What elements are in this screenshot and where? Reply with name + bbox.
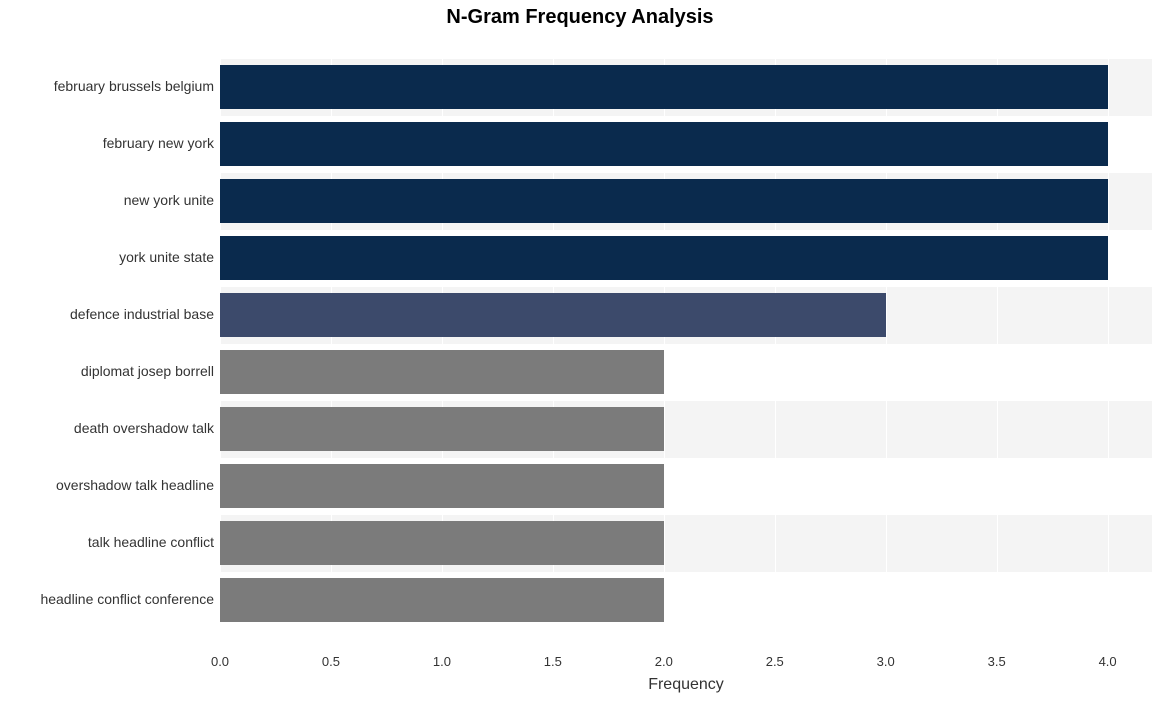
y-tick-label: headline conflict conference (0, 591, 214, 607)
x-tick-label: 3.0 (877, 654, 895, 669)
x-tick-label: 2.0 (655, 654, 673, 669)
x-tick-label: 3.5 (988, 654, 1006, 669)
y-tick-label: new york unite (0, 192, 214, 208)
x-tick-label: 2.5 (766, 654, 784, 669)
bar (220, 407, 664, 451)
bar (220, 65, 1108, 109)
bar (220, 521, 664, 565)
x-tick-label: 1.5 (544, 654, 562, 669)
x-axis-label: Frequency (220, 676, 1152, 694)
y-tick-label: york unite state (0, 249, 214, 265)
y-tick-label: defence industrial base (0, 306, 214, 322)
bar (220, 578, 664, 622)
x-tick-label: 0.5 (322, 654, 340, 669)
bar (220, 179, 1108, 223)
y-tick-label: talk headline conflict (0, 534, 214, 550)
y-tick-label: overshadow talk headline (0, 477, 214, 493)
bar (220, 236, 1108, 280)
y-tick-label: death overshadow talk (0, 420, 214, 436)
bar (220, 464, 664, 508)
y-tick-label: diplomat josep borrell (0, 363, 214, 379)
x-tick-label: 4.0 (1099, 654, 1117, 669)
x-tick-label: 0.0 (211, 654, 229, 669)
chart-title: N-Gram Frequency Analysis (0, 6, 1160, 29)
ngram-frequency-chart: N-Gram Frequency Analysis Frequency febr… (0, 0, 1160, 701)
y-tick-label: february brussels belgium (0, 78, 214, 94)
bar (220, 122, 1108, 166)
y-tick-label: february new york (0, 135, 214, 151)
plot-area (220, 36, 1152, 646)
bar (220, 293, 886, 337)
bar (220, 350, 664, 394)
gridline (1108, 36, 1109, 646)
x-tick-label: 1.0 (433, 654, 451, 669)
